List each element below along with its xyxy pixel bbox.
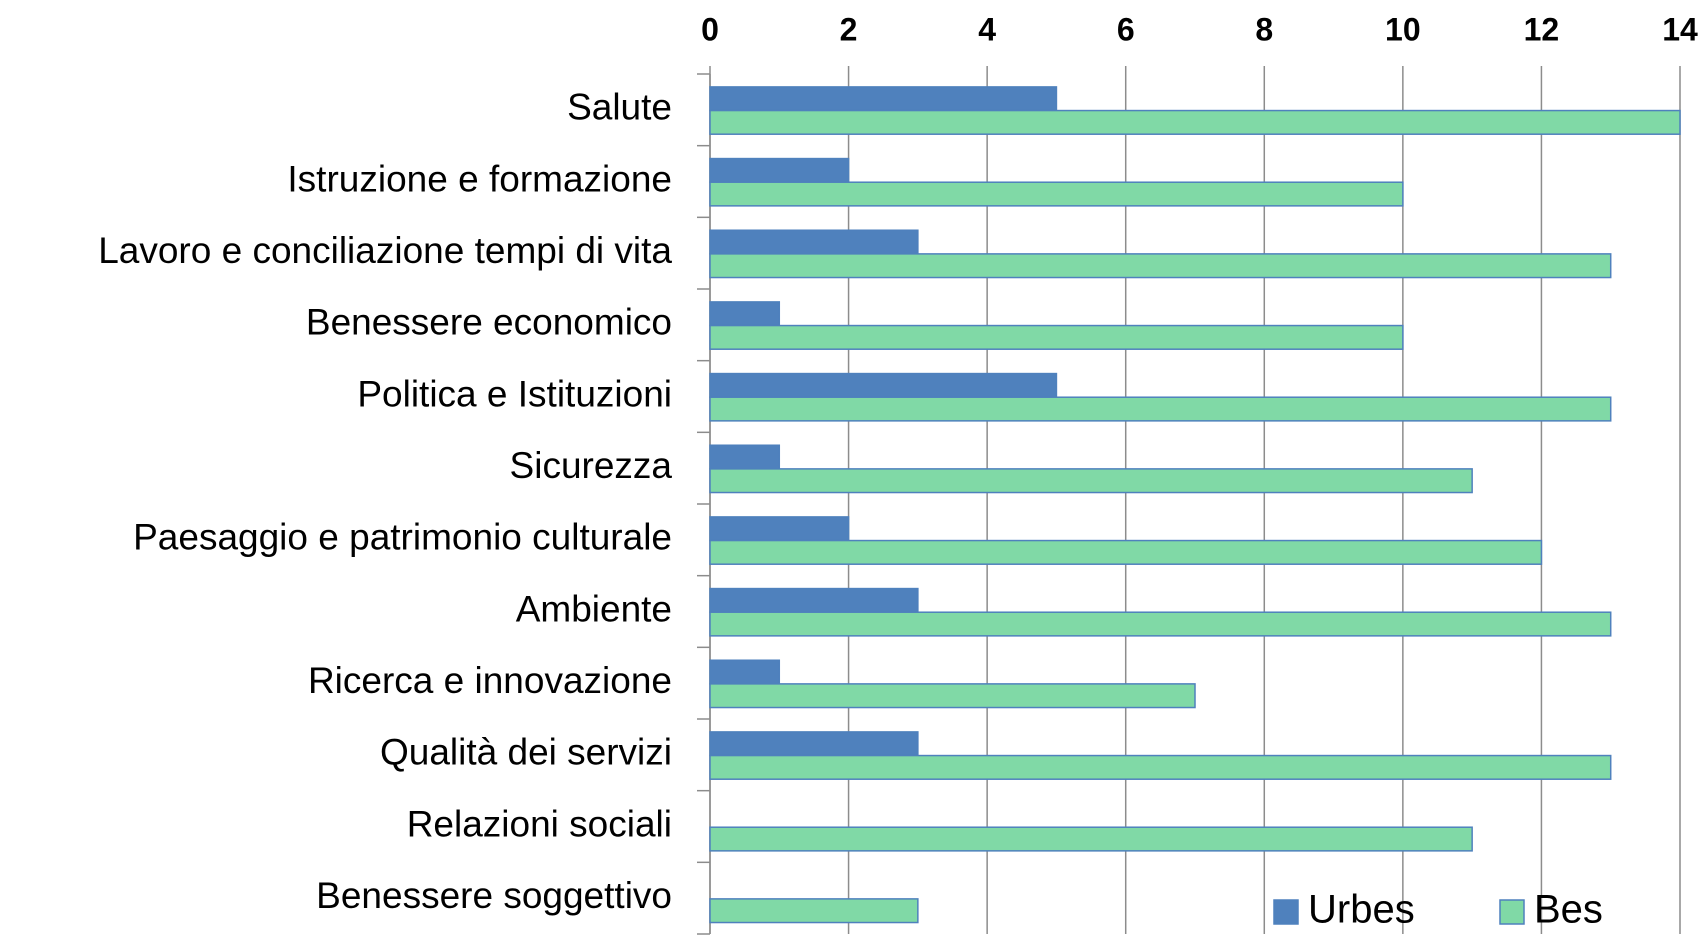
- bar: [709, 516, 850, 542]
- y-tick-label: Istruzione e formazione: [287, 158, 672, 199]
- y-tick-label: Sicurezza: [510, 445, 673, 486]
- y-tick-label: Politica e Istituzioni: [357, 373, 672, 414]
- bar: [709, 731, 919, 757]
- bar: [709, 468, 1473, 494]
- x-tick-label: 2: [840, 11, 858, 47]
- x-tick-label: 6: [1117, 11, 1135, 47]
- bar: [709, 157, 850, 183]
- bar: [709, 754, 1612, 780]
- bar: [709, 396, 1612, 422]
- bar: [709, 253, 1612, 279]
- bar: [709, 587, 919, 613]
- bar: [709, 611, 1612, 637]
- y-tick-label: Qualità dei servizi: [380, 732, 672, 773]
- y-tick-label: Ambiente: [516, 588, 672, 629]
- y-tick-label: Relazioni sociali: [407, 803, 672, 844]
- legend-swatch: [1499, 899, 1525, 925]
- y-tick-label: Paesaggio e patrimonio culturale: [133, 517, 672, 558]
- bar: [709, 372, 1058, 398]
- x-tick-label: 8: [1255, 11, 1273, 47]
- x-tick-label: 14: [1662, 11, 1698, 47]
- bar: [709, 86, 1058, 112]
- y-tick-label: Lavoro e conciliazione tempi di vita: [98, 230, 672, 271]
- x-tick-label: 4: [978, 11, 996, 47]
- x-tick-label: 0: [701, 11, 719, 47]
- legend-label: Urbes: [1308, 888, 1415, 932]
- bar: [709, 826, 1473, 852]
- x-tick-label: 10: [1385, 11, 1421, 47]
- bar: [709, 324, 1404, 350]
- bar: [709, 229, 919, 255]
- y-tick-label: Salute: [567, 87, 672, 128]
- y-tick-label: Ricerca e innovazione: [308, 660, 672, 701]
- bar: [709, 301, 781, 327]
- legend-label: Bes: [1534, 888, 1603, 932]
- legend-swatch: [1273, 899, 1299, 925]
- y-tick-label: Benessere soggettivo: [316, 875, 672, 916]
- bar: [709, 444, 781, 470]
- bar: [709, 539, 1543, 565]
- y-tick-label: Benessere economico: [306, 302, 672, 343]
- bar: [709, 659, 781, 685]
- bar: [709, 683, 1196, 709]
- bar: [709, 898, 919, 924]
- x-tick-label: 12: [1524, 11, 1560, 47]
- bar: [709, 181, 1404, 207]
- bar: [709, 109, 1681, 135]
